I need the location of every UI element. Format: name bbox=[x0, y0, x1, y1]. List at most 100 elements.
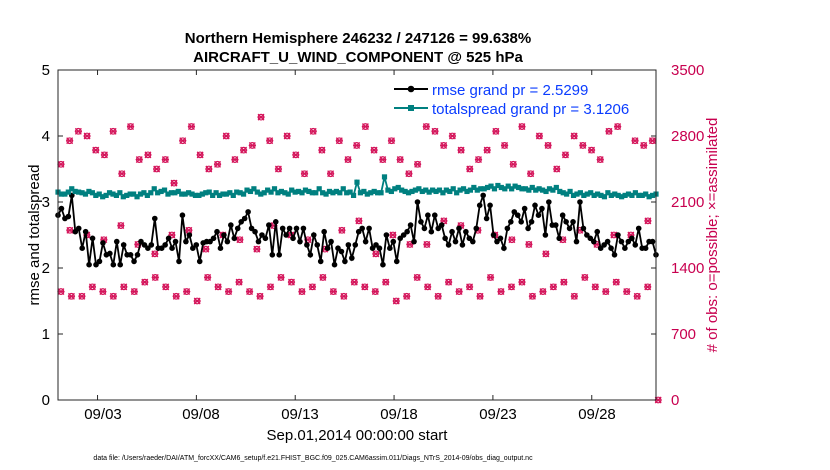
spread-point bbox=[330, 190, 336, 196]
spread-point bbox=[388, 188, 394, 195]
spread-point bbox=[137, 191, 144, 197]
obs-count-high-marker bbox=[605, 127, 613, 135]
plot-frame bbox=[57, 69, 657, 401]
spread-point bbox=[151, 186, 157, 192]
obs-count-low-marker bbox=[67, 292, 76, 300]
spread-point bbox=[65, 189, 71, 195]
obs-count-low-marker bbox=[350, 278, 358, 286]
rmse-point bbox=[221, 232, 227, 238]
rmse-point bbox=[469, 238, 476, 245]
rmse-point bbox=[542, 232, 549, 238]
series-lines bbox=[55, 174, 659, 268]
spread-point bbox=[86, 188, 92, 195]
obs-count-high-marker bbox=[196, 151, 204, 159]
obs-count-low-marker bbox=[277, 273, 285, 281]
spread-point bbox=[375, 190, 381, 196]
rmse-point bbox=[490, 232, 497, 238]
rmse-point bbox=[449, 228, 455, 235]
spread-point bbox=[185, 190, 192, 196]
rmse-point bbox=[89, 235, 96, 242]
spread-point bbox=[498, 184, 504, 191]
chart-title-line-2: AIRCRAFT_U_WIND_COMPONENT @ 525 hPa bbox=[193, 49, 523, 66]
spread-point bbox=[615, 192, 621, 198]
spread-point bbox=[113, 192, 120, 198]
spread-point bbox=[299, 190, 305, 196]
rmse-point bbox=[86, 261, 92, 268]
obs-count-high-marker bbox=[631, 137, 639, 145]
rmse-point bbox=[58, 205, 65, 212]
obs-count-low-marker bbox=[591, 283, 599, 291]
obs-count-mid-marker bbox=[508, 236, 516, 244]
spread-point bbox=[337, 190, 343, 196]
rmse-point bbox=[310, 232, 317, 238]
obs-count-high-marker bbox=[66, 137, 74, 145]
obs-count-high-marker bbox=[509, 160, 517, 168]
data-file-footnote: data file: /Users/raeder/DAI/ATM_forcXX/… bbox=[93, 455, 533, 462]
rmse-point bbox=[414, 199, 421, 205]
rmse-point bbox=[286, 225, 293, 232]
rmse-point bbox=[411, 238, 417, 245]
spread-point bbox=[457, 187, 463, 193]
spread-point bbox=[488, 183, 494, 189]
spread-point bbox=[649, 192, 656, 198]
spread-point bbox=[460, 186, 467, 192]
rmse-point bbox=[573, 238, 580, 245]
spread-point bbox=[454, 190, 460, 196]
y-left-tick-label: 2 bbox=[42, 260, 50, 277]
rmse-point bbox=[290, 235, 296, 242]
spread-point bbox=[158, 188, 164, 195]
obs-count-mid-marker bbox=[66, 226, 74, 234]
rmse-point bbox=[366, 225, 372, 232]
rmse-point bbox=[552, 222, 559, 228]
rmse-point bbox=[635, 225, 642, 232]
obs-count-low-marker bbox=[235, 278, 243, 286]
spread-point bbox=[254, 189, 260, 195]
rmse-point bbox=[228, 222, 234, 228]
spread-point bbox=[636, 192, 642, 198]
spread-point bbox=[474, 187, 480, 193]
spread-point bbox=[302, 187, 309, 193]
spread-point bbox=[148, 190, 154, 196]
spread-point bbox=[210, 192, 216, 198]
spread-point bbox=[567, 188, 573, 195]
obs-count-mid-marker bbox=[151, 250, 159, 258]
spread-point bbox=[625, 191, 632, 197]
obs-count-high-marker bbox=[579, 141, 587, 149]
rmse-point bbox=[196, 258, 203, 265]
spread-point bbox=[220, 191, 226, 197]
legend: rmse grand pr = 2.5299 totalspread grand… bbox=[388, 78, 654, 118]
obs-count-high-marker bbox=[240, 146, 248, 154]
rmse-point bbox=[577, 199, 583, 205]
rmse-point bbox=[642, 245, 649, 251]
y-left-tick-label: 3 bbox=[42, 194, 50, 211]
obs-count-high-marker bbox=[170, 179, 178, 187]
obs-count-low-marker bbox=[623, 288, 631, 296]
rmse-point bbox=[387, 245, 393, 251]
rmse-point bbox=[75, 225, 82, 232]
spread-point bbox=[326, 188, 333, 195]
obs-count-high-marker bbox=[561, 151, 570, 159]
spread-point bbox=[430, 187, 436, 193]
obs-count-low-marker bbox=[602, 288, 610, 296]
spread-point bbox=[402, 188, 408, 195]
rmse-point bbox=[380, 261, 386, 268]
obs-count-low-marker bbox=[633, 292, 641, 300]
spread-point bbox=[141, 190, 147, 196]
spread-point bbox=[62, 191, 68, 197]
spread-point bbox=[350, 192, 357, 198]
rmse-point bbox=[425, 212, 431, 218]
obs-count-high-marker bbox=[205, 165, 213, 173]
rmse-point bbox=[345, 242, 352, 248]
rmse-point bbox=[252, 228, 258, 235]
obs-count-high-marker bbox=[266, 137, 274, 145]
spread-point bbox=[564, 191, 570, 197]
obs-count-low-marker bbox=[141, 278, 149, 286]
spread-point bbox=[357, 190, 364, 196]
obs-count-low-marker bbox=[486, 273, 495, 281]
obs-count-markers bbox=[57, 108, 662, 404]
rmse-point bbox=[352, 242, 359, 248]
spread-point bbox=[189, 191, 195, 197]
spread-point bbox=[247, 188, 254, 195]
obs-count-mid-marker bbox=[423, 240, 431, 248]
obs-count-high-marker bbox=[300, 170, 309, 178]
